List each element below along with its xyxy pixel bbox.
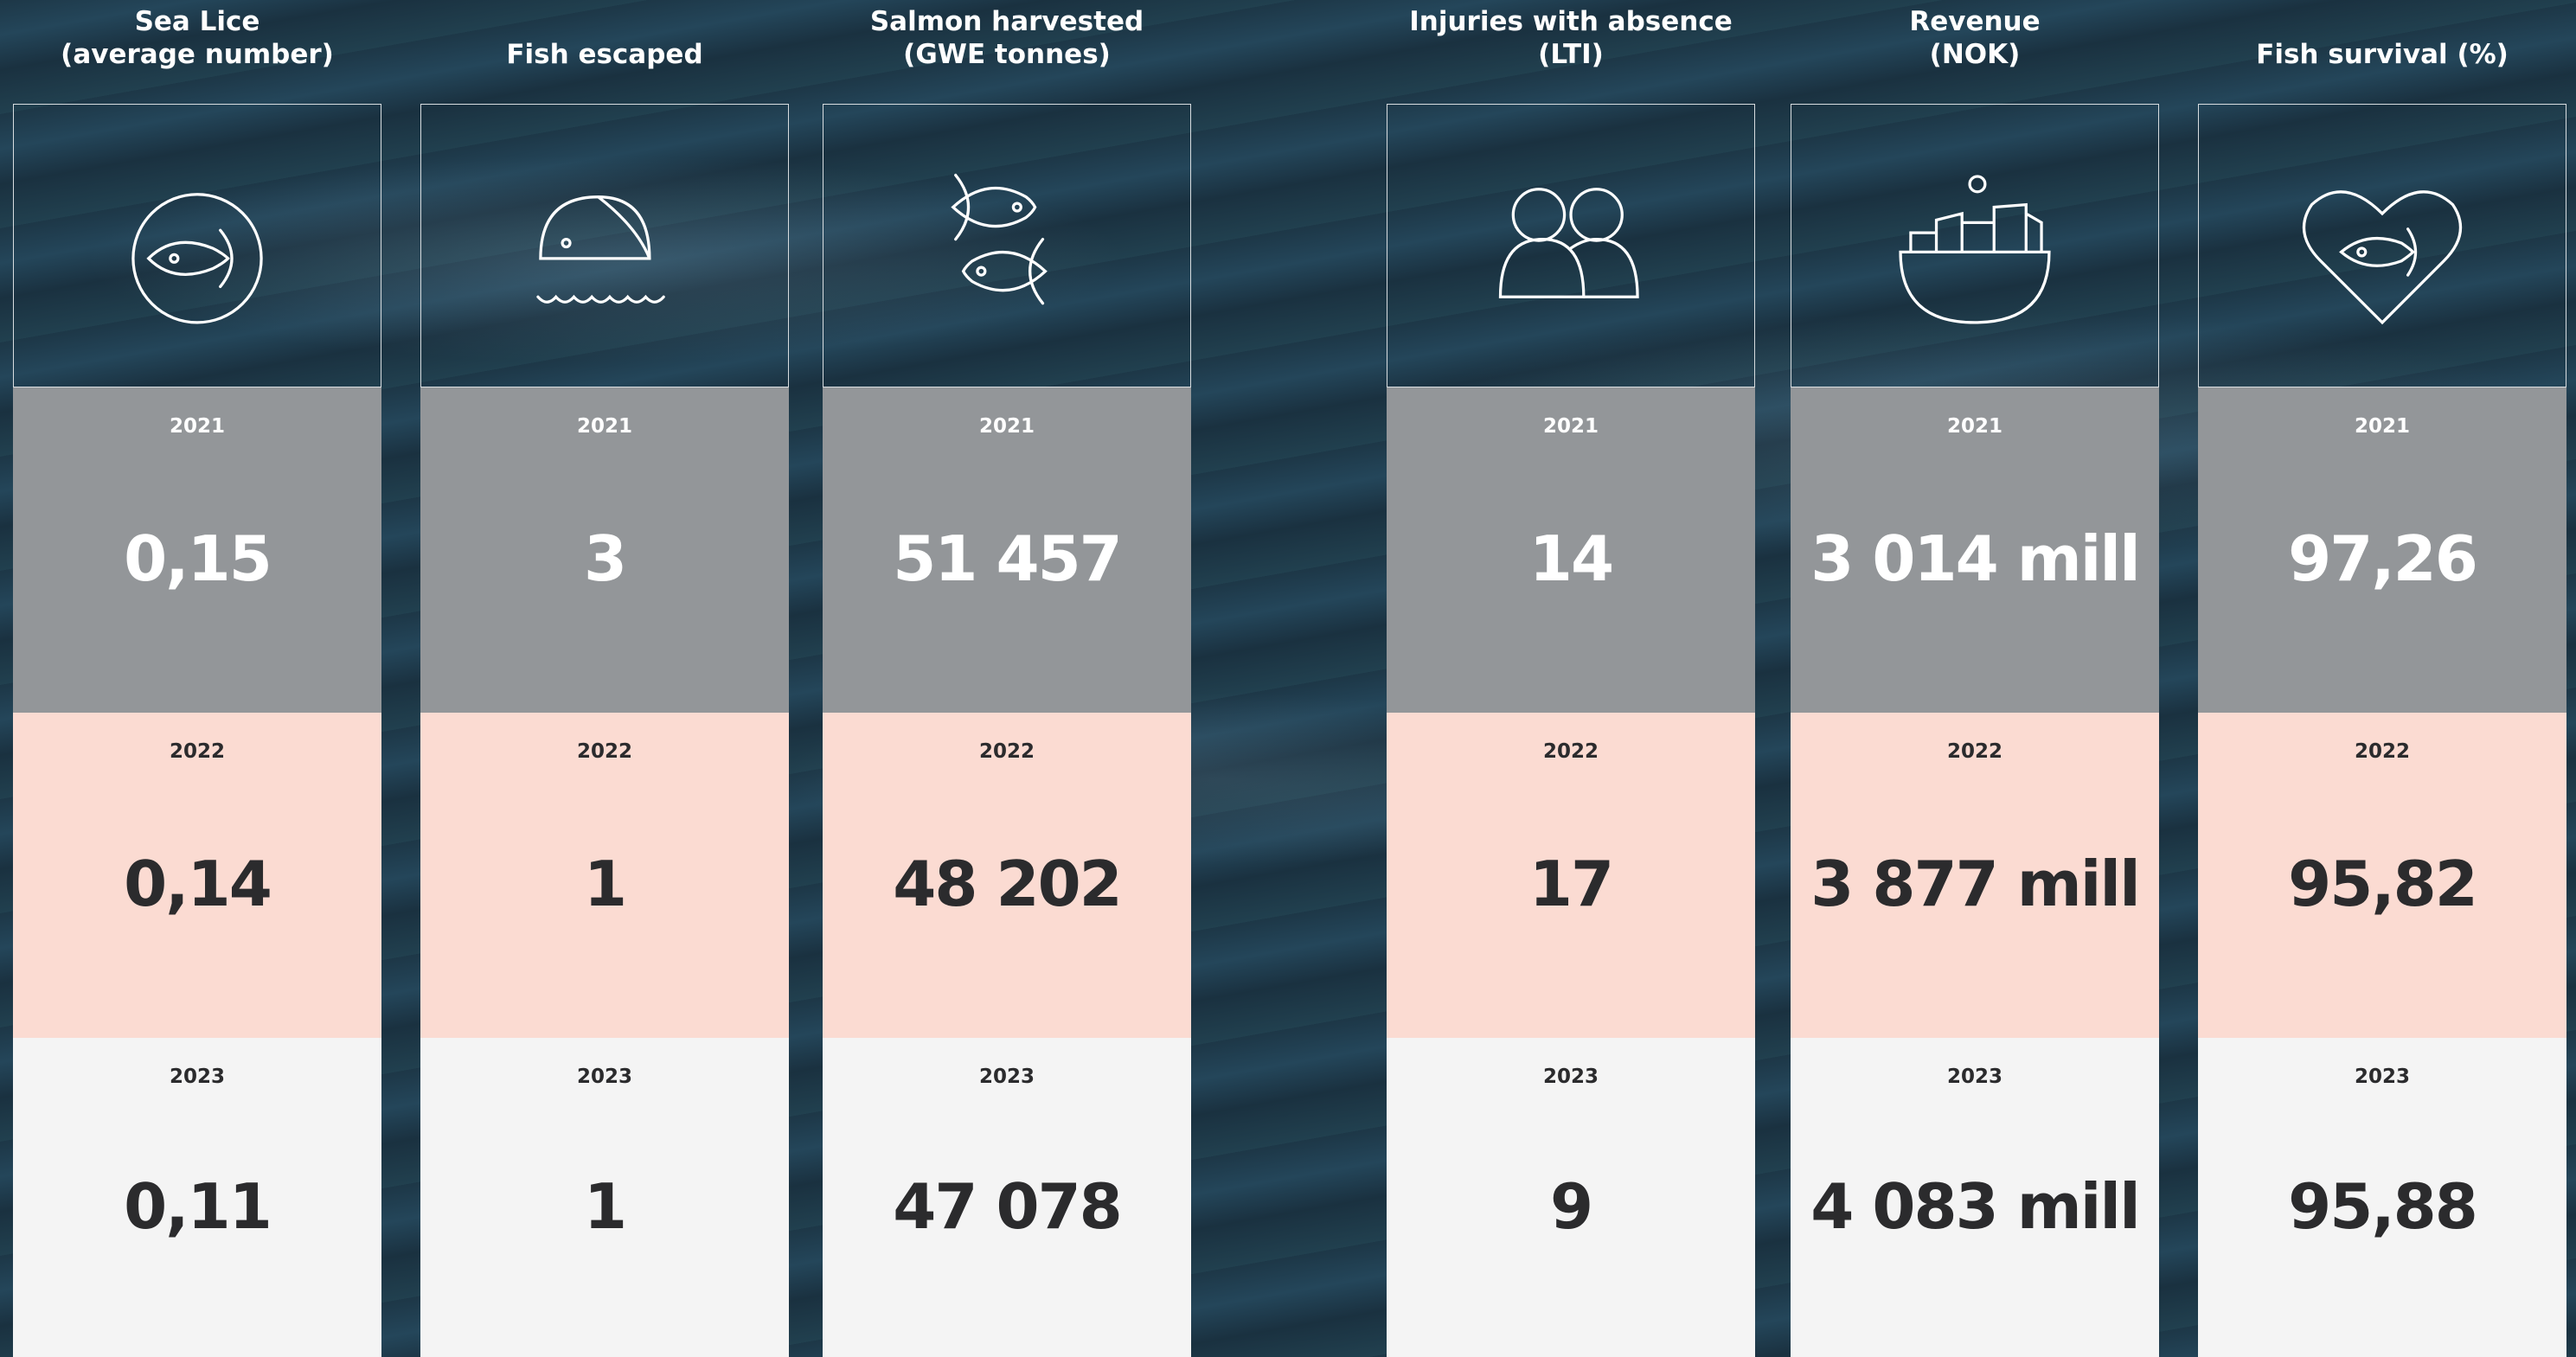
column-title: Salmon harvested(GWE tonnes) (823, 5, 1191, 71)
title-line: Fish survival (%) (2198, 38, 2566, 71)
value: 95,82 (2198, 713, 2566, 1038)
title-line: Revenue (1791, 5, 2159, 38)
icon (2199, 105, 2566, 387)
title-line: (NOK) (1791, 38, 2159, 71)
icon-box (420, 104, 789, 387)
title-line: (LTI) (1387, 38, 1755, 71)
value: 47 078 (823, 1038, 1191, 1357)
value: 17 (1387, 713, 1755, 1038)
value: 3 014 mill (1791, 387, 2159, 713)
value: 14 (1387, 387, 1755, 713)
icon (421, 105, 788, 387)
icon-box (2198, 104, 2566, 387)
title-line: (average number) (13, 38, 381, 71)
value: 0,11 (13, 1038, 381, 1357)
value: 0,15 (13, 387, 381, 713)
title-line: Sea Lice (13, 5, 381, 38)
value: 3 (420, 387, 789, 713)
value: 97,26 (2198, 387, 2566, 713)
icon (1387, 105, 1754, 387)
value: 9 (1387, 1038, 1755, 1357)
icon (823, 105, 1190, 387)
icon-box (823, 104, 1191, 387)
value: 0,14 (13, 713, 381, 1038)
column-title: Injuries with absence(LTI) (1387, 5, 1755, 71)
value: 1 (420, 713, 789, 1038)
icon (14, 105, 381, 387)
title-line: Injuries with absence (1387, 5, 1755, 38)
page: (() => { const data = JSON.parse(documen… (0, 0, 2576, 1357)
column-title: Fish survival (%) (2198, 38, 2566, 71)
value: 3 877 mill (1791, 713, 2159, 1038)
icon (1791, 105, 2158, 387)
value: 4 083 mill (1791, 1038, 2159, 1357)
icon-box (1791, 104, 2159, 387)
title-line: (GWE tonnes) (823, 38, 1191, 71)
column-title: Revenue(NOK) (1791, 5, 2159, 71)
value: 1 (420, 1038, 789, 1357)
value: 95,88 (2198, 1038, 2566, 1357)
icon-box (13, 104, 381, 387)
title-line: Fish escaped (420, 38, 789, 71)
title-line: Salmon harvested (823, 5, 1191, 38)
icon-box (1387, 104, 1755, 387)
value: 48 202 (823, 713, 1191, 1038)
column-title: Sea Lice(average number) (13, 5, 381, 71)
value: 51 457 (823, 387, 1191, 713)
column-title: Fish escaped (420, 38, 789, 71)
